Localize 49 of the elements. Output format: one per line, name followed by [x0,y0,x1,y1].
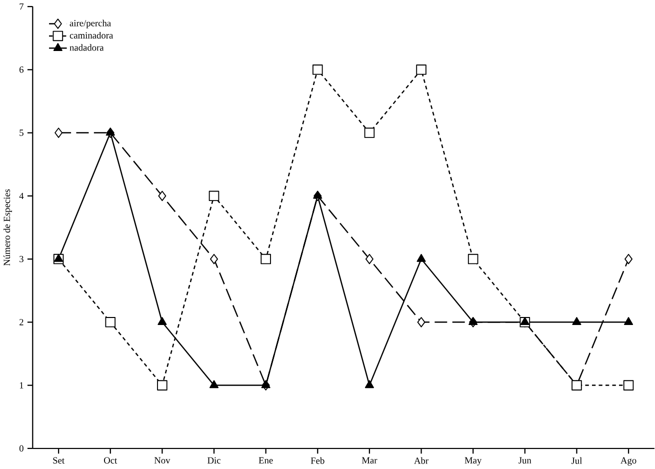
point [208,190,220,202]
point [54,254,64,262]
point [623,380,634,390]
legend-label: nadadora [70,44,104,51]
y-tick-label: 4 [19,192,24,200]
point [158,317,167,325]
point [417,317,426,328]
point [312,64,323,75]
x-tick-label: Oct [104,457,118,464]
point [260,254,271,264]
y-tick-label: 0 [19,445,24,452]
y-tick-label: 1 [20,382,24,388]
legend-label: aire/percha [70,20,111,28]
x-tick-label: Mar [362,457,378,464]
point [624,254,633,264]
y-tick-label: 5 [20,130,24,136]
x-tick-label: May [464,457,482,466]
point [572,317,582,325]
y-tick-label: 7 [20,3,24,10]
point [313,190,322,199]
point [54,128,63,138]
x-tick-label: Jun [518,457,532,464]
y-tick-label: 6 [20,66,24,73]
x-tick-label: Ago [620,457,636,466]
point [416,64,426,75]
x-tick-label: Set [53,457,64,464]
point [365,254,374,264]
point [468,254,478,264]
x-tick-label: Nov [154,457,170,464]
x-tick-label: Jul [571,457,582,464]
y-tick-label: 3 [20,256,24,262]
point [364,380,374,388]
y-axis-title: Número de Especies [3,189,12,266]
x-tick-label: Feb [310,457,324,464]
y-tick-label: 2 [20,319,24,326]
x-tick-label: Abr [414,457,428,464]
point [157,380,168,390]
point [624,317,634,325]
point [105,317,116,328]
x-tick-label: Dic [208,457,220,464]
point [416,254,426,262]
x-tick-label: Ene [258,457,273,464]
point [158,190,166,202]
point [468,317,478,325]
legend-label: caminadora [70,32,114,39]
point [520,317,530,325]
point [209,380,219,388]
point [210,254,218,264]
point [364,128,375,138]
